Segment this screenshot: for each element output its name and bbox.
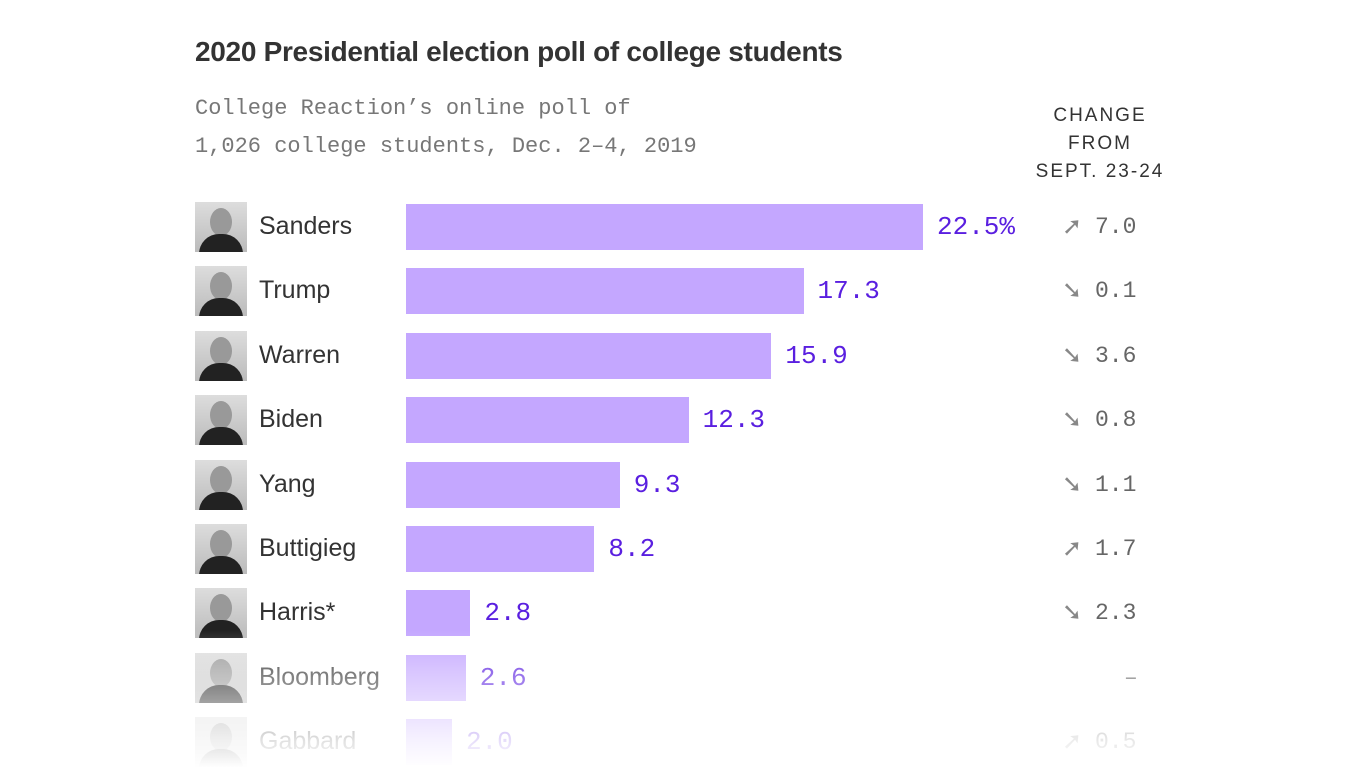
bar-row: Yang 9.3 ➘ 1.1 <box>0 454 1366 518</box>
candidate-photo <box>195 202 247 252</box>
change-label: 1.1 <box>1095 471 1137 498</box>
bar <box>406 397 689 444</box>
change-column-header: CHANGE FROM SEPT. 23-24 <box>1010 102 1190 186</box>
down-arrow-icon: ➘ <box>1061 406 1083 434</box>
bar <box>406 719 452 766</box>
value-label: 9.3 <box>633 469 681 500</box>
candidate-photo <box>195 395 247 446</box>
value-label: 2.6 <box>479 662 527 693</box>
category-label: Gabbard <box>259 727 357 756</box>
bar-row: Warren 15.9 ➘ 3.6 <box>0 325 1366 389</box>
up-arrow-icon: ➚ <box>1061 213 1083 240</box>
change-label: 0.1 <box>1095 278 1137 305</box>
bar-row: Harris* 2.8 ➘ 2.3 <box>0 582 1366 646</box>
candidate-photo <box>195 588 247 639</box>
candidate-photo <box>195 459 247 510</box>
bar <box>406 461 620 508</box>
change-header-line: CHANGE <box>1053 105 1147 126</box>
value-label: 12.3 <box>702 405 766 436</box>
bar-row: Biden 12.3 ➘ 0.8 <box>0 389 1366 453</box>
change-label: 0.5 <box>1095 729 1137 756</box>
value-label: 2.0 <box>465 727 513 758</box>
chart-title: 2020 Presidential election poll of colle… <box>195 36 843 67</box>
value-label: 15.9 <box>785 340 848 371</box>
bar-row: Bloomberg 2.6 – <box>0 647 1366 711</box>
value-label: 8.2 <box>608 534 656 564</box>
change-label: 2.3 <box>1095 600 1137 627</box>
chart-subtitle-line-2: 1,026 college students, Dec. 2–4, 2019 <box>195 134 697 159</box>
category-label: Warren <box>259 340 341 369</box>
down-arrow-icon: ➘ <box>1061 599 1083 627</box>
change-label: – <box>1124 664 1138 691</box>
category-label: Biden <box>259 405 323 434</box>
category-label: Trump <box>259 276 331 305</box>
up-arrow-icon: ➚ <box>1061 728 1083 756</box>
category-label: Bloomberg <box>259 662 380 691</box>
up-arrow-icon: ➚ <box>1061 535 1083 562</box>
bar-row: Gabbard 2.0 ➚ 0.5 <box>0 711 1366 775</box>
bar <box>406 526 595 572</box>
bar-row: Buttigieg 8.2 ➚ 1.7 <box>0 518 1366 582</box>
down-arrow-icon: ➘ <box>1061 277 1083 305</box>
candidate-photo <box>195 717 247 768</box>
value-label: 17.3 <box>817 276 880 307</box>
category-label: Sanders <box>259 212 353 240</box>
bar <box>406 590 471 637</box>
down-arrow-icon: ➘ <box>1061 470 1083 498</box>
category-label: Yang <box>259 469 316 498</box>
change-header-line: SEPT. 23-24 <box>1035 161 1165 182</box>
bar-row: Trump 17.3 ➘ 0.1 <box>0 260 1366 324</box>
bar <box>406 654 466 701</box>
change-label: 7.0 <box>1095 214 1137 240</box>
chart-subtitle-line-1: College Reaction’s online poll of <box>195 96 631 121</box>
candidate-photo <box>195 524 247 574</box>
bar <box>406 268 804 315</box>
change-label: 3.6 <box>1095 342 1137 369</box>
bar-row: Sanders 22.5% ➚ 7.0 <box>0 196 1366 260</box>
bar <box>406 204 923 250</box>
value-label: 2.8 <box>484 598 532 629</box>
value-label: 22.5% <box>937 212 1016 242</box>
down-arrow-icon: ➘ <box>1061 341 1083 369</box>
change-label: 0.8 <box>1095 407 1137 434</box>
change-label: 1.7 <box>1095 536 1137 562</box>
bar <box>406 332 772 379</box>
candidate-photo <box>195 330 247 381</box>
category-label: Buttigieg <box>259 534 357 562</box>
change-header-line: FROM <box>1068 133 1132 154</box>
category-label: Harris* <box>259 598 336 627</box>
candidate-photo <box>195 652 247 703</box>
candidate-photo <box>195 266 247 317</box>
